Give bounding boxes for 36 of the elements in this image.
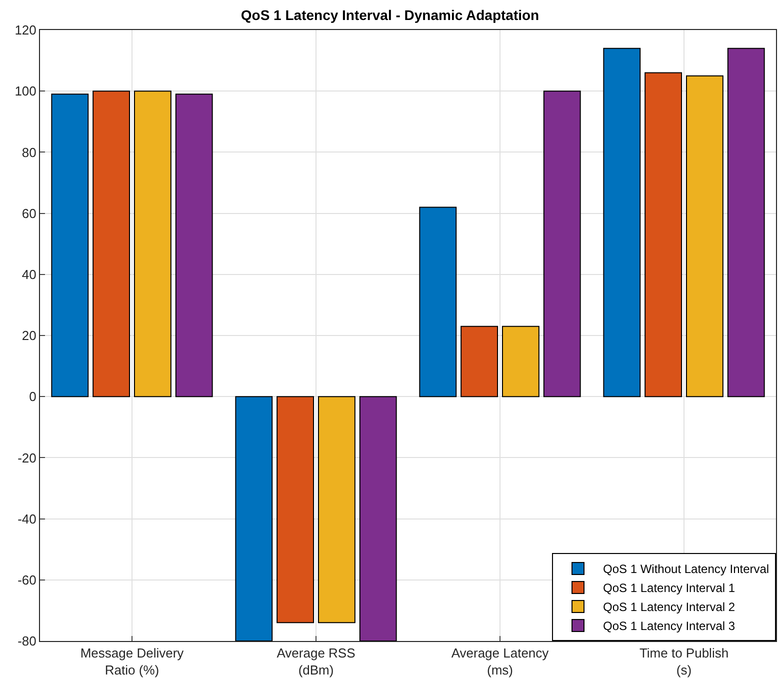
legend-label: QoS 1 Latency Interval 1	[603, 581, 736, 596]
y-tick-label: -80	[18, 634, 36, 649]
bar	[175, 94, 213, 398]
x-tick-label: Average RSS (dBm)	[276, 646, 356, 678]
y-tick-label: 20	[22, 328, 36, 344]
bar	[51, 94, 89, 398]
y-tick-label: 120	[14, 22, 36, 38]
y-tick-label: -20	[18, 450, 36, 466]
y-tick-label: -60	[18, 572, 36, 588]
bar	[460, 326, 498, 398]
x-tick-label: Message Delivery Ratio (%)	[80, 646, 184, 678]
bar	[419, 206, 457, 398]
bar	[502, 326, 540, 398]
bar	[134, 90, 172, 398]
bar	[318, 396, 356, 624]
legend-label: QoS 1 Latency Interval 3	[603, 619, 736, 634]
bar	[727, 48, 765, 398]
legend-label: QoS 1 Without Latency Interval	[603, 562, 770, 576]
bar	[235, 396, 273, 641]
bar	[686, 75, 724, 398]
legend-label: QoS 1 Latency Interval 2	[603, 600, 736, 614]
x-tick-label: Time to Publish (s)	[639, 646, 729, 678]
bar	[603, 48, 641, 398]
chart-title: QoS 1 Latency Interval - Dynamic Adaptation	[240, 7, 540, 24]
y-tick-label: 60	[22, 206, 36, 221]
bar	[276, 396, 314, 624]
y-tick-label: 80	[22, 144, 36, 160]
y-tick-label: 0	[29, 389, 36, 404]
bar	[543, 90, 581, 398]
bar	[92, 90, 130, 398]
x-tick-label: Average Latency (ms)	[451, 646, 550, 678]
y-tick-label: 40	[22, 266, 36, 282]
bar	[644, 72, 682, 398]
y-tick-label: -40	[18, 511, 36, 526]
bar	[359, 396, 397, 641]
y-tick-label: 100	[14, 84, 36, 99]
